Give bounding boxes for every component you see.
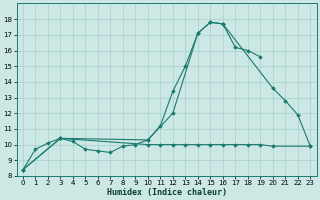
X-axis label: Humidex (Indice chaleur): Humidex (Indice chaleur) (107, 188, 227, 197)
